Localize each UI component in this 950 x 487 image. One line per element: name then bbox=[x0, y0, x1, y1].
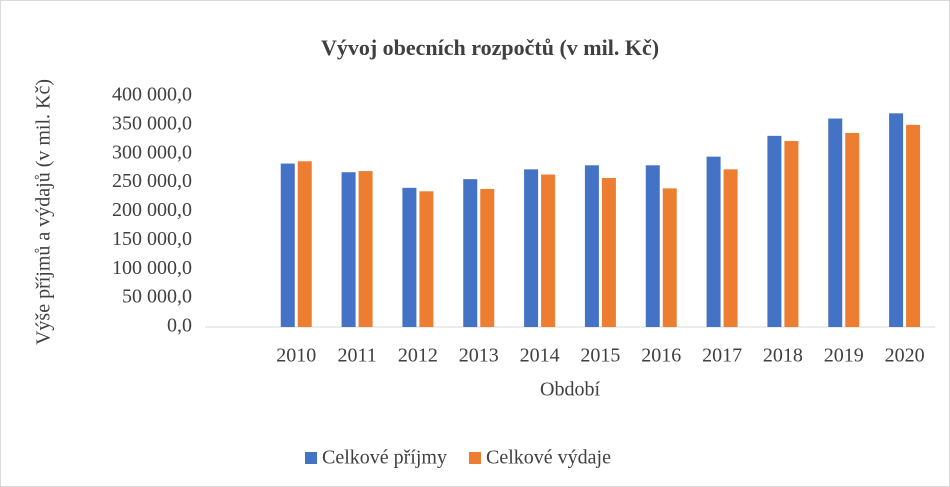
bar bbox=[402, 187, 417, 327]
x-tick-label: 2013 bbox=[459, 345, 499, 367]
y-tick-label: 100 000,0 bbox=[112, 257, 192, 279]
bar bbox=[706, 156, 721, 327]
bar bbox=[341, 172, 356, 327]
x-tick-label: 2014 bbox=[520, 345, 560, 367]
y-tick-label: 300 000,0 bbox=[112, 141, 192, 163]
x-tick-label: 2016 bbox=[641, 345, 681, 367]
y-tick-label: 150 000,0 bbox=[112, 228, 192, 250]
x-tick-label: 2017 bbox=[702, 345, 742, 367]
y-tick-label: 50 000,0 bbox=[122, 286, 192, 308]
x-axis-title: Období bbox=[540, 379, 600, 401]
x-tick-label: 2011 bbox=[337, 345, 376, 367]
bar bbox=[463, 179, 478, 327]
bar bbox=[767, 135, 782, 327]
bar bbox=[358, 171, 373, 327]
bar bbox=[280, 163, 295, 327]
bar bbox=[541, 174, 556, 327]
bar bbox=[480, 188, 495, 327]
y-tick-label: 200 000,0 bbox=[112, 199, 192, 221]
y-tick-label: 350 000,0 bbox=[112, 112, 192, 134]
bar bbox=[889, 113, 904, 327]
x-tick-label: 2015 bbox=[580, 345, 620, 367]
y-tick-label: 400 000,0 bbox=[112, 84, 192, 106]
y-axis-title: Výše příjmů a výdajů (v mil. Kč) bbox=[33, 79, 55, 345]
bar bbox=[524, 169, 539, 327]
x-tick-label: 2019 bbox=[824, 345, 864, 367]
chart-title: Vývoj obecních rozpočtů (v mil. Kč) bbox=[321, 35, 659, 60]
bar bbox=[828, 118, 843, 328]
bar bbox=[584, 165, 599, 327]
bar bbox=[662, 188, 677, 327]
bar bbox=[297, 161, 312, 327]
bar bbox=[784, 141, 799, 327]
bar bbox=[419, 191, 434, 327]
bar bbox=[906, 124, 921, 327]
bar bbox=[601, 178, 616, 327]
x-tick-label: 2010 bbox=[276, 345, 316, 367]
legend-label: Celkové příjmy bbox=[322, 447, 447, 469]
x-tick-label: 2020 bbox=[885, 345, 925, 367]
bar bbox=[645, 165, 660, 327]
x-tick-label: 2012 bbox=[398, 345, 438, 367]
x-tick-label: 2018 bbox=[763, 345, 803, 367]
legend-swatch bbox=[468, 452, 481, 464]
bar bbox=[723, 169, 738, 327]
legend-swatch bbox=[305, 452, 317, 464]
y-tick-label: 250 000,0 bbox=[112, 170, 192, 192]
bar bbox=[845, 132, 860, 327]
legend-label: Celkové výdaje bbox=[486, 447, 611, 469]
y-tick-label: 0,0 bbox=[167, 315, 192, 337]
